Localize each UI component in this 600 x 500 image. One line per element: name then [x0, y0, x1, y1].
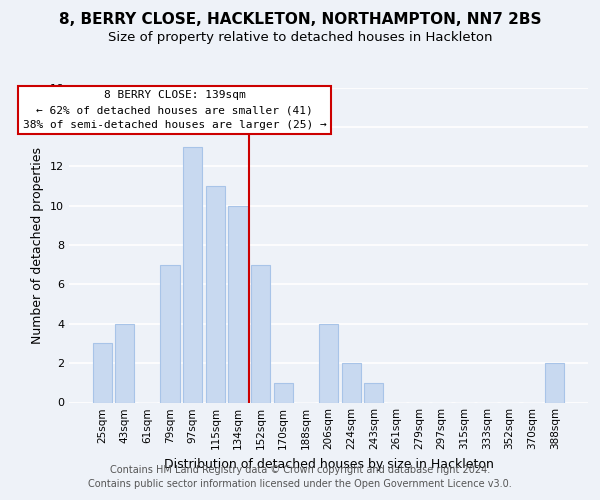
X-axis label: Distribution of detached houses by size in Hackleton: Distribution of detached houses by size … [164, 458, 493, 471]
Bar [183, 146, 202, 402]
Bar [274, 383, 293, 402]
Bar [319, 324, 338, 402]
Text: 8, BERRY CLOSE, HACKLETON, NORTHAMPTON, NN7 2BS: 8, BERRY CLOSE, HACKLETON, NORTHAMPTON, … [59, 12, 541, 28]
Y-axis label: Number of detached properties: Number of detached properties [31, 146, 44, 344]
Bar [364, 383, 383, 402]
Bar [251, 264, 270, 402]
Text: Contains public sector information licensed under the Open Government Licence v3: Contains public sector information licen… [88, 479, 512, 489]
Text: Contains HM Land Registry data © Crown copyright and database right 2024.: Contains HM Land Registry data © Crown c… [110, 465, 490, 475]
Bar [341, 363, 361, 403]
Text: Size of property relative to detached houses in Hackleton: Size of property relative to detached ho… [108, 31, 492, 44]
Bar [92, 344, 112, 402]
Bar [160, 264, 180, 402]
Text: 8 BERRY CLOSE: 139sqm
← 62% of detached houses are smaller (41)
38% of semi-deta: 8 BERRY CLOSE: 139sqm ← 62% of detached … [23, 90, 326, 130]
Bar [229, 206, 248, 402]
Bar [206, 186, 225, 402]
Bar [545, 363, 565, 403]
Bar [115, 324, 134, 402]
